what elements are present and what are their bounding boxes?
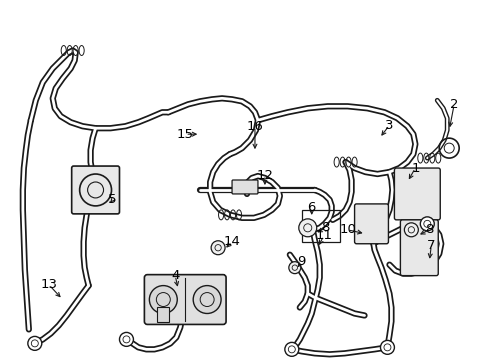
Circle shape <box>420 217 434 231</box>
Circle shape <box>193 285 221 314</box>
Circle shape <box>380 340 394 354</box>
FancyBboxPatch shape <box>355 204 389 244</box>
Text: 15: 15 <box>177 128 194 141</box>
FancyBboxPatch shape <box>394 168 440 220</box>
Text: 12: 12 <box>256 168 273 181</box>
Circle shape <box>211 241 225 255</box>
Text: 1: 1 <box>411 162 419 175</box>
Circle shape <box>289 262 301 274</box>
Text: 4: 4 <box>171 269 179 282</box>
FancyBboxPatch shape <box>157 306 169 323</box>
Circle shape <box>285 342 299 356</box>
FancyBboxPatch shape <box>232 180 258 194</box>
Text: 13: 13 <box>40 278 57 291</box>
Text: 8: 8 <box>321 221 330 234</box>
Text: 14: 14 <box>223 235 241 248</box>
Circle shape <box>120 332 133 346</box>
Circle shape <box>149 285 177 314</box>
Text: 6: 6 <box>308 201 316 215</box>
Text: 2: 2 <box>450 98 459 111</box>
Text: 9: 9 <box>297 255 306 268</box>
FancyBboxPatch shape <box>145 275 226 324</box>
Text: 8: 8 <box>425 223 434 236</box>
Text: 16: 16 <box>246 120 264 133</box>
Text: 11: 11 <box>315 229 332 242</box>
Text: 10: 10 <box>339 223 356 236</box>
Text: 3: 3 <box>385 119 393 132</box>
Text: 5: 5 <box>108 193 117 206</box>
Circle shape <box>28 336 42 350</box>
Bar <box>302 210 340 242</box>
FancyBboxPatch shape <box>72 166 120 214</box>
Text: 7: 7 <box>427 239 436 252</box>
Circle shape <box>299 219 317 237</box>
Circle shape <box>404 223 418 237</box>
FancyBboxPatch shape <box>400 220 438 276</box>
